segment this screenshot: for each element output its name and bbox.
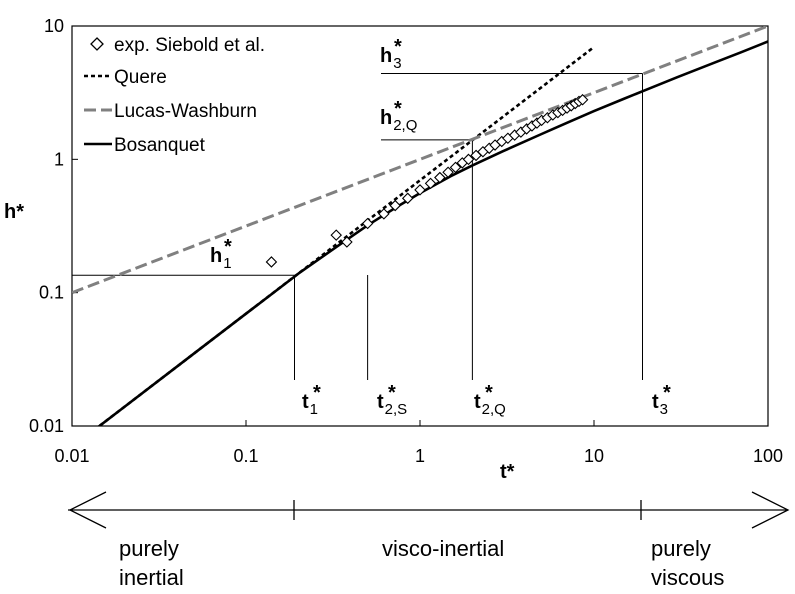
y-tick-label-1: 0.1	[39, 283, 64, 303]
h1-star: *	[224, 236, 232, 258]
exp-point-5	[389, 199, 401, 212]
series-line-bosanquet	[97, 40, 768, 426]
x-tick-label-0: 0.01	[54, 446, 89, 466]
t3-star: *	[663, 382, 671, 404]
t2s-star: *	[388, 382, 396, 404]
exp-point-8	[424, 177, 437, 190]
t1-star: *	[313, 382, 321, 404]
t1-label: t1	[302, 391, 318, 418]
h3-label: h3	[380, 45, 402, 72]
exp-point-2	[341, 236, 353, 248]
t2q-star: *	[485, 382, 493, 404]
t2s-label: t2,S	[377, 391, 407, 418]
h2q-star: *	[394, 98, 402, 120]
h1-label: h1	[210, 245, 232, 272]
x-tick-label-4: 100	[753, 446, 783, 466]
exp-point-0	[265, 256, 278, 268]
regime-arrow	[68, 491, 790, 529]
series-line-lw	[72, 26, 768, 295]
h3-star: *	[394, 36, 402, 58]
exp-point-9	[434, 171, 446, 184]
exp-point-7	[414, 184, 426, 196]
regime-viscous-line2: viscous	[651, 565, 724, 590]
regime-inertial-line1: purely	[119, 536, 179, 561]
legend: exp. Siebold et al. Quere Lucas-Washburn…	[84, 35, 265, 156]
series-line-quere	[97, 45, 595, 426]
legend-label-bosanquet: Bosanquet	[114, 135, 206, 156]
t2q-label: t2,Q	[474, 391, 506, 418]
legend-label-quere: Quere	[114, 67, 167, 88]
y-axis-label: h*	[4, 201, 24, 223]
regime-viscous-line1: purely	[651, 536, 711, 561]
exp-point-10	[442, 166, 454, 179]
t3-label: t3	[652, 391, 668, 418]
h2q-label: h2,Q	[380, 107, 417, 134]
exp-point-34	[576, 93, 589, 106]
x-tick-label-2: 1	[415, 446, 425, 466]
x-tick-label-3: 10	[584, 446, 604, 466]
regime-inertial-line2: inertial	[119, 565, 184, 590]
legend-label-exp: exp. Siebold et al.	[114, 35, 265, 56]
exp-point-11	[449, 161, 462, 174]
exp-point-1	[330, 229, 342, 241]
legend-diamond-icon	[90, 37, 104, 51]
y-tick-label-0: 0.01	[29, 416, 64, 436]
y-tick-label-3: 10	[44, 16, 64, 36]
y-tick-label-2: 1	[54, 149, 64, 169]
x-axis-label: t*	[500, 461, 515, 483]
exp-point-13	[462, 153, 475, 166]
x-tick-label-1: 0.1	[233, 446, 258, 466]
legend-label-lw: Lucas-Washburn	[114, 101, 257, 122]
exp-point-4	[378, 208, 390, 220]
exp-point-6	[401, 192, 414, 205]
exp-point-3	[361, 217, 374, 230]
regime-visco-inertial: visco-inertial	[382, 536, 504, 561]
